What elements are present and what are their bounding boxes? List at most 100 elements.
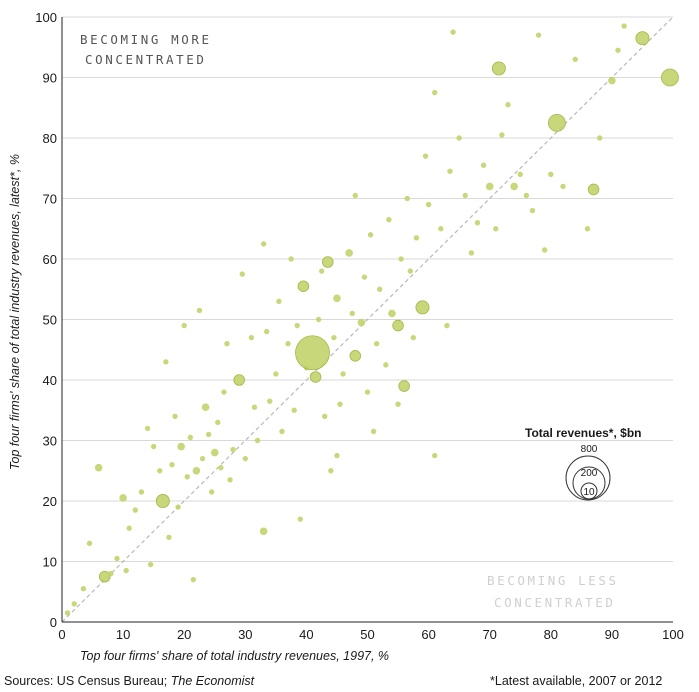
data-point xyxy=(71,601,77,607)
axes xyxy=(61,17,673,623)
data-point xyxy=(386,216,392,223)
data-point xyxy=(337,401,343,407)
data-point xyxy=(572,56,578,63)
data-point xyxy=(251,404,258,410)
data-point xyxy=(132,507,139,513)
data-point xyxy=(196,307,203,314)
data-point xyxy=(425,201,432,208)
data-point xyxy=(377,286,383,292)
data-point xyxy=(260,241,267,247)
data-point xyxy=(279,428,285,435)
data-point xyxy=(297,280,310,293)
data-point xyxy=(456,135,462,141)
data-point xyxy=(114,555,120,562)
data-point xyxy=(345,249,353,257)
data-point xyxy=(288,256,294,262)
data-point xyxy=(309,371,322,383)
y-tick-label: 50 xyxy=(43,313,57,328)
data-point xyxy=(166,534,172,540)
sources-text: Sources: US Census Bureau; xyxy=(4,674,171,688)
data-point xyxy=(138,489,145,495)
sources-publication: The Economist xyxy=(170,674,255,688)
data-point xyxy=(432,452,438,459)
y-tick-label: 40 xyxy=(43,373,57,388)
y-tick-label: 30 xyxy=(43,434,57,449)
data-point xyxy=(635,31,650,46)
data-point xyxy=(493,226,499,232)
data-point xyxy=(318,268,325,274)
data-points xyxy=(64,23,679,616)
data-point xyxy=(523,192,530,199)
size-legend-circle-10 xyxy=(580,482,598,500)
data-point xyxy=(267,398,273,404)
data-point xyxy=(352,192,358,199)
data-point xyxy=(596,135,603,141)
y-tick-label: 20 xyxy=(43,494,57,509)
data-point xyxy=(510,182,518,191)
data-point xyxy=(259,527,268,536)
x-axis-label: Top four firms' share of total industry … xyxy=(80,649,389,663)
data-point xyxy=(491,61,506,76)
annotation-more-line1: BECOMING MORE xyxy=(80,32,212,47)
data-point xyxy=(357,318,366,327)
data-point xyxy=(349,310,355,317)
data-point xyxy=(462,192,468,199)
data-point xyxy=(276,298,282,305)
data-point xyxy=(349,350,362,362)
size-legend-circle-800 xyxy=(565,455,611,501)
x-tick-labels: 0 10 20 30 40 50 60 70 80 90 100 xyxy=(58,627,683,642)
data-point xyxy=(410,334,417,341)
data-point xyxy=(415,300,430,315)
data-point xyxy=(94,463,103,472)
size-legend-label-200: 200 xyxy=(581,468,598,479)
data-point xyxy=(413,235,420,241)
x-tick-label: 80 xyxy=(544,627,558,642)
data-point xyxy=(144,425,151,432)
data-point xyxy=(210,448,219,457)
x-tick-label: 20 xyxy=(177,627,191,642)
data-point xyxy=(172,413,178,419)
data-point xyxy=(322,256,334,268)
data-point xyxy=(192,466,201,475)
x-tick-label: 40 xyxy=(299,627,313,642)
diagonal-line xyxy=(61,16,674,623)
data-point xyxy=(150,443,157,450)
latest-available-note: *Latest available, 2007 or 2012 xyxy=(490,674,663,688)
data-point xyxy=(233,374,245,386)
data-point xyxy=(248,334,255,341)
data-point xyxy=(548,113,566,132)
data-point xyxy=(621,23,627,29)
data-point xyxy=(184,474,190,480)
size-legend-label-10: 10 xyxy=(583,487,595,498)
data-point xyxy=(529,207,536,214)
x-tick-label: 30 xyxy=(238,627,252,642)
data-point xyxy=(126,525,132,531)
data-point xyxy=(273,371,279,377)
data-point xyxy=(86,540,93,547)
data-point xyxy=(548,171,554,177)
data-point xyxy=(373,341,380,347)
data-point xyxy=(221,389,227,395)
data-point xyxy=(190,576,197,583)
x-tick-label: 60 xyxy=(421,627,435,642)
data-point xyxy=(608,76,616,85)
y-tick-label: 100 xyxy=(35,10,57,25)
data-point xyxy=(615,47,621,53)
data-point xyxy=(450,29,456,35)
diagonal-reference xyxy=(61,16,674,623)
data-point xyxy=(328,468,334,474)
x-tick-label: 0 xyxy=(58,627,65,642)
data-point xyxy=(474,220,481,226)
data-point xyxy=(147,561,154,568)
data-point xyxy=(499,132,505,138)
data-point xyxy=(444,322,450,329)
data-point xyxy=(218,465,224,471)
data-point xyxy=(291,407,297,413)
y-axis-label: Top four firms' share of total industry … xyxy=(8,154,22,470)
data-point xyxy=(119,494,127,502)
data-point xyxy=(364,389,371,395)
data-point xyxy=(505,102,511,108)
data-point xyxy=(187,434,193,441)
x-tick-label: 90 xyxy=(605,627,619,642)
